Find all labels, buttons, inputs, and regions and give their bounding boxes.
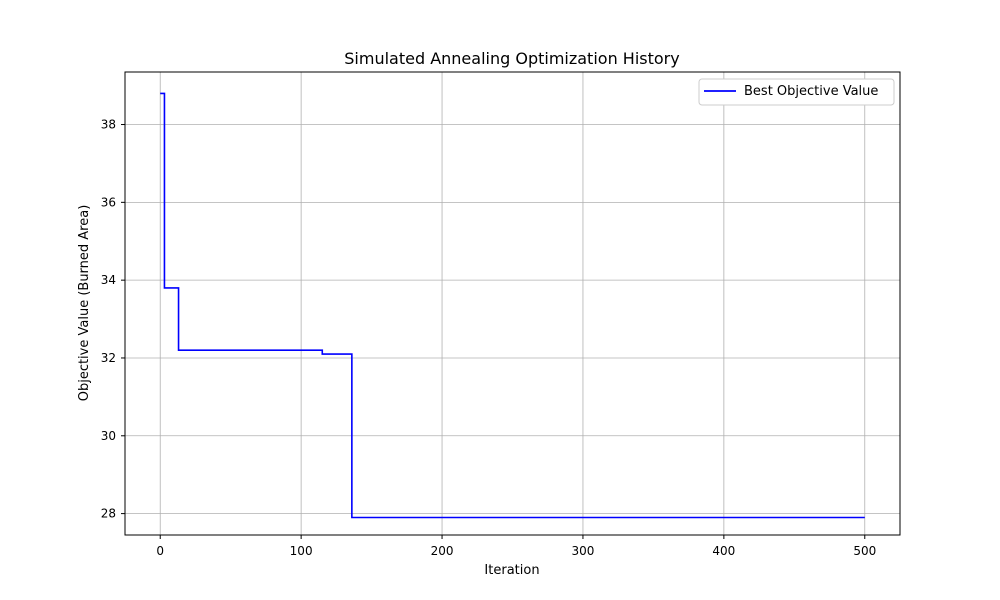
x-tick-label-2: 200 — [431, 544, 454, 558]
x-tick-label-0: 0 — [156, 544, 164, 558]
y-axis-ticks: 28 30 32 34 36 38 — [101, 118, 125, 521]
y-tick-label-3: 34 — [101, 273, 116, 287]
legend: Best Objective Value — [698, 78, 895, 106]
y-tick-label-2: 32 — [101, 351, 116, 365]
x-axis-ticks: 0 100 200 300 400 500 — [156, 535, 876, 558]
series-layer — [160, 92, 865, 519]
plot-frame — [124, 71, 901, 536]
y-tick-label-5: 38 — [101, 118, 116, 132]
x-axis-label: Iteration — [484, 563, 539, 578]
grid — [125, 72, 900, 535]
y-tick-label-4: 36 — [101, 195, 116, 209]
y-axis-label: Objective Value (Burned Area) — [77, 205, 92, 402]
y-tick-label-0: 28 — [101, 507, 116, 521]
legend-box — [698, 78, 895, 106]
chart-title: Simulated Annealing Optimization History — [344, 49, 679, 68]
x-tick-label-5: 500 — [853, 544, 876, 558]
x-tick-label-1: 100 — [290, 544, 313, 558]
x-tick-label-3: 300 — [572, 544, 595, 558]
y-tick-label-1: 30 — [101, 429, 116, 443]
x-tick-label-4: 400 — [712, 544, 735, 558]
legend-label: Best Objective Value — [744, 84, 878, 99]
series-line-0 — [160, 92, 865, 519]
